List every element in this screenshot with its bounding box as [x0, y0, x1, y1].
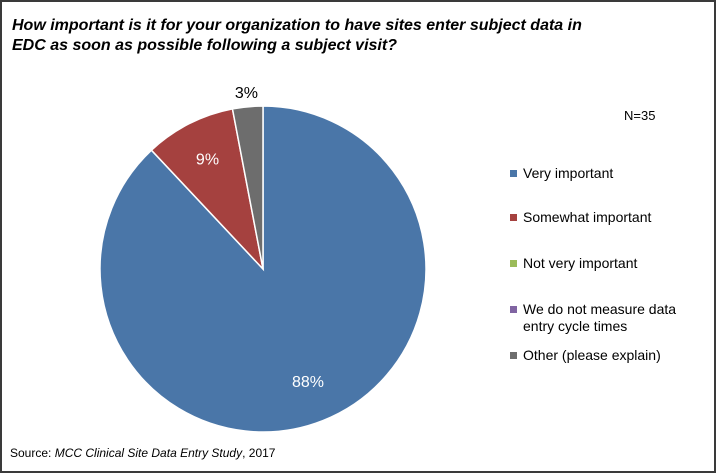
data-label: 9%: [196, 151, 219, 168]
legend-swatch: [510, 306, 517, 313]
legend-swatch: [510, 170, 517, 177]
legend-swatch: [510, 214, 517, 221]
data-label: 3%: [235, 85, 258, 102]
pie-slice: [231, 105, 264, 270]
data-label: 88%: [292, 374, 324, 391]
legend-swatch: [510, 352, 517, 359]
legend-label: Other (please explain): [523, 347, 661, 363]
legend-swatch: [510, 260, 517, 267]
annotation: N=35: [624, 108, 656, 123]
source-name: MCC Clinical Site Data Entry Study: [54, 446, 243, 460]
pie-slice: [150, 108, 265, 272]
source-prefix: Source:: [10, 446, 52, 460]
legend-label: Somewhat important: [523, 209, 652, 225]
source-suffix: , 2017: [242, 446, 276, 460]
chart-title: How important is it for your organizatio…: [12, 17, 582, 54]
legend-label: Very important: [523, 165, 614, 181]
source: Source: MCC Clinical Site Data Entry Stu…: [10, 446, 275, 460]
legend-label: We do not measure data entry cycle times: [523, 301, 677, 334]
legend-label: Not very important: [523, 255, 638, 271]
